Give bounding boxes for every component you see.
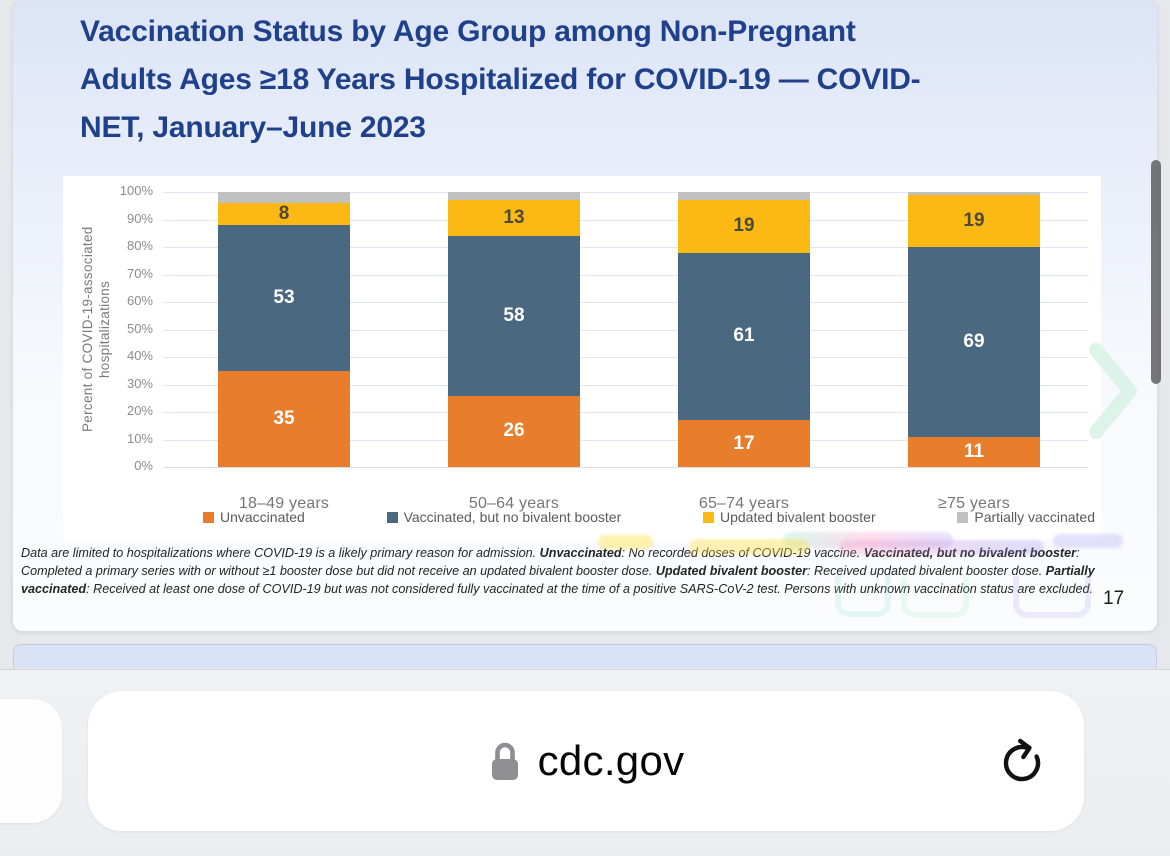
- bar-value-label: 19: [733, 215, 755, 237]
- bar-segment: 8: [218, 203, 350, 225]
- bar-segment: 58: [448, 236, 580, 396]
- legend-label: Unvaccinated: [220, 509, 305, 525]
- bar-segment: 19: [678, 200, 810, 253]
- page-number: 17: [1103, 588, 1125, 609]
- bar-value-label: 13: [503, 207, 525, 229]
- bar-50-64-years: 26 58 13: [448, 192, 580, 467]
- scrollbar-thumb[interactable]: [1151, 160, 1161, 384]
- gridline: [163, 274, 1088, 276]
- footnote: Data are limited to hospitalizations whe…: [21, 544, 1103, 598]
- gridline: [163, 247, 1088, 248]
- previous-tab-peek[interactable]: [0, 699, 62, 823]
- plot-area: 35 53 8 18–49 years 26 58 13 50–64 years 17 61 19 6…: [163, 192, 1088, 512]
- bar-value-label: 17: [733, 432, 755, 454]
- footnote-term: Updated bivalent booster: [655, 564, 808, 578]
- bar-value-label: 35: [273, 407, 295, 429]
- bar-segment: 35: [218, 370, 350, 467]
- y-tick-label: 10%: [126, 430, 153, 446]
- bar-segment: [448, 192, 580, 201]
- footnote-text: Data are limited to hospitalizations whe…: [21, 546, 540, 560]
- footnote-term: Vaccinated, but no bivalent booster: [863, 546, 1077, 560]
- bar-segment: 61: [678, 252, 810, 421]
- gridline: [163, 219, 1088, 221]
- bar-value-label: 58: [503, 304, 525, 326]
- legend-label: Updated bivalent booster: [719, 509, 876, 525]
- bar-segment: [218, 192, 350, 203]
- bar-segment: 13: [448, 200, 580, 236]
- legend-item: Updated bivalent booster: [702, 509, 876, 525]
- lock-icon: [491, 742, 518, 780]
- bar-segment: 17: [678, 420, 810, 467]
- y-tick-label: 40%: [126, 348, 153, 363]
- y-tick-label: 70%: [126, 265, 153, 281]
- y-tick-label: 60%: [126, 293, 153, 308]
- bar-segment: 53: [218, 225, 350, 371]
- legend-item: Vaccinated, but no bivalent booster: [386, 509, 622, 525]
- footnote-text: : Received at least one dose of COVID-19…: [86, 582, 1093, 596]
- chart-legend: Unvaccinated Vaccinated, but no bivalent …: [203, 509, 1095, 525]
- bar-segment: [908, 192, 1040, 195]
- gridline: [163, 192, 1088, 193]
- y-tick-label: 20%: [126, 403, 153, 418]
- gridline: [163, 302, 1088, 303]
- footnote-term: Unvaccinated: [539, 546, 622, 560]
- legend-label: Vaccinated, but no bivalent booster: [403, 509, 622, 525]
- legend-marker: [702, 511, 714, 523]
- y-tick-label: 30%: [126, 375, 153, 391]
- x-axis-label: 18–49 years: [238, 495, 330, 512]
- bar-value-label: 53: [273, 286, 295, 308]
- reload-button[interactable]: [996, 735, 1048, 787]
- footnote-text: : Completed a primary series with or wit…: [21, 546, 1080, 578]
- y-tick-label: 90%: [126, 210, 153, 226]
- bar-segment: [678, 192, 810, 201]
- bar-segment: 26: [448, 395, 580, 467]
- footnote-term: Partially vaccinated: [21, 564, 1095, 596]
- bar-value-label: 61: [733, 325, 755, 347]
- bar-value-label: 26: [503, 420, 525, 442]
- x-axis-label: ≥75 years: [938, 495, 1010, 512]
- bar-value-label: 11: [963, 440, 985, 462]
- url-bar[interactable]: cdc.gov: [88, 691, 1084, 831]
- gridline: [163, 329, 1088, 331]
- bar-18-49-years: 35 53 8: [218, 192, 350, 467]
- y-tick-label: 80%: [126, 238, 153, 253]
- bar--75-years: 11 69 19: [908, 192, 1040, 467]
- legend-marker: [386, 511, 398, 523]
- legend-marker: [957, 511, 969, 523]
- bar-segment: 19: [908, 194, 1040, 247]
- slide-card: Vaccination Status by Age Group among No…: [13, 0, 1157, 631]
- bar-segment: 11: [908, 436, 1040, 467]
- url-text: cdc.gov: [537, 737, 685, 784]
- legend-marker: [203, 511, 214, 523]
- next-slide-preview: [13, 644, 1157, 668]
- gridline: [163, 412, 1088, 413]
- bar-segment: 69: [908, 247, 1040, 437]
- slide-title: Vaccination Status by Age Group among No…: [80, 15, 921, 144]
- gridline: [163, 467, 1088, 468]
- legend-item: Unvaccinated: [203, 509, 305, 525]
- gridline: [163, 439, 1088, 441]
- bar-value-label: 69: [963, 330, 985, 352]
- bar-value-label: 8: [278, 203, 290, 224]
- y-tick-label: 50%: [126, 320, 153, 336]
- browser-bottom-toolbar: cdc.gov: [0, 669, 1170, 856]
- legend-label: Partially vaccinated: [974, 509, 1095, 525]
- x-axis-label: 50–64 years: [468, 495, 560, 512]
- reload-icon: [1003, 738, 1041, 782]
- y-tick-label: 0%: [134, 458, 153, 473]
- y-tick-label: 100%: [119, 183, 153, 198]
- x-axis-label: 65–74 years: [698, 495, 790, 512]
- bar-value-label: 19: [963, 209, 985, 231]
- gridline: [163, 357, 1088, 358]
- footnote-text: : Received updated bivalent booster dose…: [807, 564, 1046, 578]
- footnote-text: : No recorded doses of COVID-19 vaccine.: [621, 546, 864, 560]
- bar-65-74-years: 17 61 19: [678, 192, 810, 467]
- gridline: [163, 384, 1088, 386]
- chart-panel: Percent of COVID-19-associated hospitali…: [63, 176, 1101, 540]
- legend-item: Partially vaccinated: [957, 509, 1095, 525]
